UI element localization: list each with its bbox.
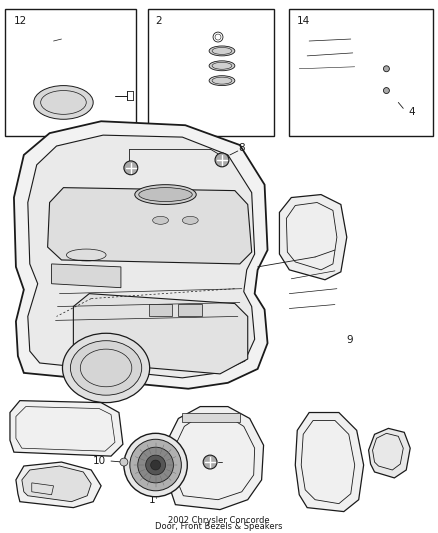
Ellipse shape (135, 184, 196, 205)
Text: Door, Front Bezels & Speakers: Door, Front Bezels & Speakers (155, 522, 283, 531)
Circle shape (151, 460, 161, 470)
Circle shape (130, 439, 181, 491)
Circle shape (203, 455, 217, 469)
Polygon shape (16, 462, 101, 507)
Ellipse shape (71, 341, 142, 395)
Ellipse shape (34, 86, 93, 119)
Text: 9: 9 (347, 335, 353, 345)
Polygon shape (22, 466, 91, 502)
Circle shape (215, 153, 229, 167)
Text: 2: 2 (155, 16, 162, 26)
Polygon shape (369, 429, 410, 478)
Ellipse shape (152, 216, 169, 224)
Polygon shape (74, 294, 248, 374)
Polygon shape (295, 413, 364, 512)
Ellipse shape (63, 333, 150, 402)
Text: 1: 1 (148, 495, 155, 505)
Polygon shape (148, 304, 173, 317)
Circle shape (383, 66, 389, 72)
Circle shape (124, 433, 187, 497)
Circle shape (383, 87, 389, 93)
Ellipse shape (182, 216, 198, 224)
Text: 4: 4 (408, 107, 415, 117)
Text: 8: 8 (238, 143, 244, 153)
Polygon shape (14, 122, 268, 389)
Ellipse shape (209, 76, 235, 86)
Ellipse shape (139, 188, 192, 201)
Circle shape (124, 161, 138, 175)
Circle shape (120, 458, 128, 466)
Polygon shape (178, 304, 202, 317)
Text: 10: 10 (93, 456, 106, 466)
Polygon shape (28, 135, 254, 378)
Polygon shape (166, 407, 264, 510)
Text: 5: 5 (337, 242, 343, 252)
Ellipse shape (209, 46, 235, 56)
Polygon shape (48, 188, 252, 264)
Text: 12: 12 (14, 16, 27, 26)
Circle shape (138, 447, 173, 483)
Text: 18: 18 (44, 269, 57, 279)
Text: 2002 Chrysler Concorde: 2002 Chrysler Concorde (168, 516, 270, 525)
Circle shape (146, 455, 166, 475)
Polygon shape (182, 413, 240, 423)
Polygon shape (52, 264, 121, 288)
Text: 14: 14 (297, 16, 311, 26)
Bar (148, 9, 275, 136)
Ellipse shape (209, 61, 235, 71)
Polygon shape (10, 401, 123, 456)
Bar (5, 9, 136, 136)
Bar (290, 9, 433, 136)
Polygon shape (279, 195, 347, 280)
Text: 16: 16 (222, 457, 235, 467)
